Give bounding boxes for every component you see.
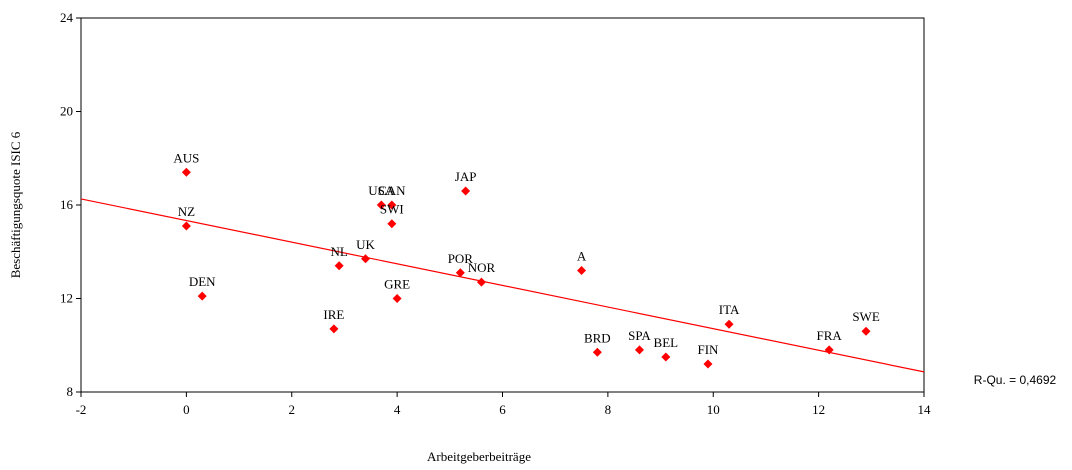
point xyxy=(724,319,734,329)
point-label: CAN xyxy=(378,183,406,198)
point-label: FRA xyxy=(817,328,843,343)
x-tick-label: 12 xyxy=(812,402,825,417)
point xyxy=(387,200,397,210)
plot-frame xyxy=(80,17,925,393)
point xyxy=(634,345,644,355)
point-label: NZ xyxy=(178,204,195,219)
point xyxy=(181,167,191,177)
point xyxy=(392,294,402,303)
point xyxy=(334,261,344,271)
x-tick-label: 6 xyxy=(499,402,506,417)
point-label: BRD xyxy=(584,330,611,345)
point-label: JAP xyxy=(455,169,477,184)
x-tick-label: 10 xyxy=(707,402,720,417)
point-label: GRE xyxy=(384,277,410,292)
point-label: NL xyxy=(330,244,347,259)
x-tick-label: 2 xyxy=(289,402,296,417)
point-label: ITA xyxy=(719,302,740,317)
point xyxy=(455,268,465,278)
point-label: IRE xyxy=(323,307,344,322)
point xyxy=(861,326,871,336)
point-label: A xyxy=(577,248,587,263)
point-label: SWI xyxy=(380,202,404,217)
y-tick-label: 16 xyxy=(60,197,74,212)
point xyxy=(387,219,397,229)
point-label: SPA xyxy=(628,328,651,343)
y-tick-label: 24 xyxy=(60,10,74,25)
point-label: SWE xyxy=(852,309,880,324)
x-tick-label: 4 xyxy=(394,402,401,417)
y-tick-label: 20 xyxy=(60,104,73,119)
point-label: USA xyxy=(368,183,395,198)
point xyxy=(376,200,386,210)
point-label: BEL xyxy=(654,335,679,350)
point xyxy=(329,324,339,334)
point xyxy=(592,347,602,357)
point-label: FIN xyxy=(698,342,720,357)
point-label: DEN xyxy=(189,274,216,289)
y-tick-label: 12 xyxy=(60,291,73,306)
point xyxy=(661,352,671,362)
x-tick-label: 8 xyxy=(605,402,612,417)
point xyxy=(361,254,371,264)
x-axis-label: Arbeitgeberbeiträge xyxy=(427,449,531,464)
x-tick-label: 14 xyxy=(918,402,932,417)
point-label: AUS xyxy=(173,150,199,165)
x-tick-label: -2 xyxy=(76,402,87,417)
y-axis-label: Beschäftigungsquote ISIC 6 xyxy=(8,131,23,278)
point xyxy=(476,277,486,287)
trend-line xyxy=(80,198,925,373)
point xyxy=(703,359,713,369)
point-label: POR xyxy=(448,251,474,266)
y-tick-label: 8 xyxy=(67,384,74,399)
r-squared: R-Qu. = 0,4692 xyxy=(974,373,1057,387)
point xyxy=(197,291,207,301)
x-tick-label: 0 xyxy=(183,402,190,417)
point xyxy=(577,265,587,275)
point xyxy=(461,186,471,196)
point xyxy=(181,221,191,231)
point xyxy=(824,345,834,355)
point-label: NOR xyxy=(468,260,496,275)
point-label: UK xyxy=(356,237,375,252)
